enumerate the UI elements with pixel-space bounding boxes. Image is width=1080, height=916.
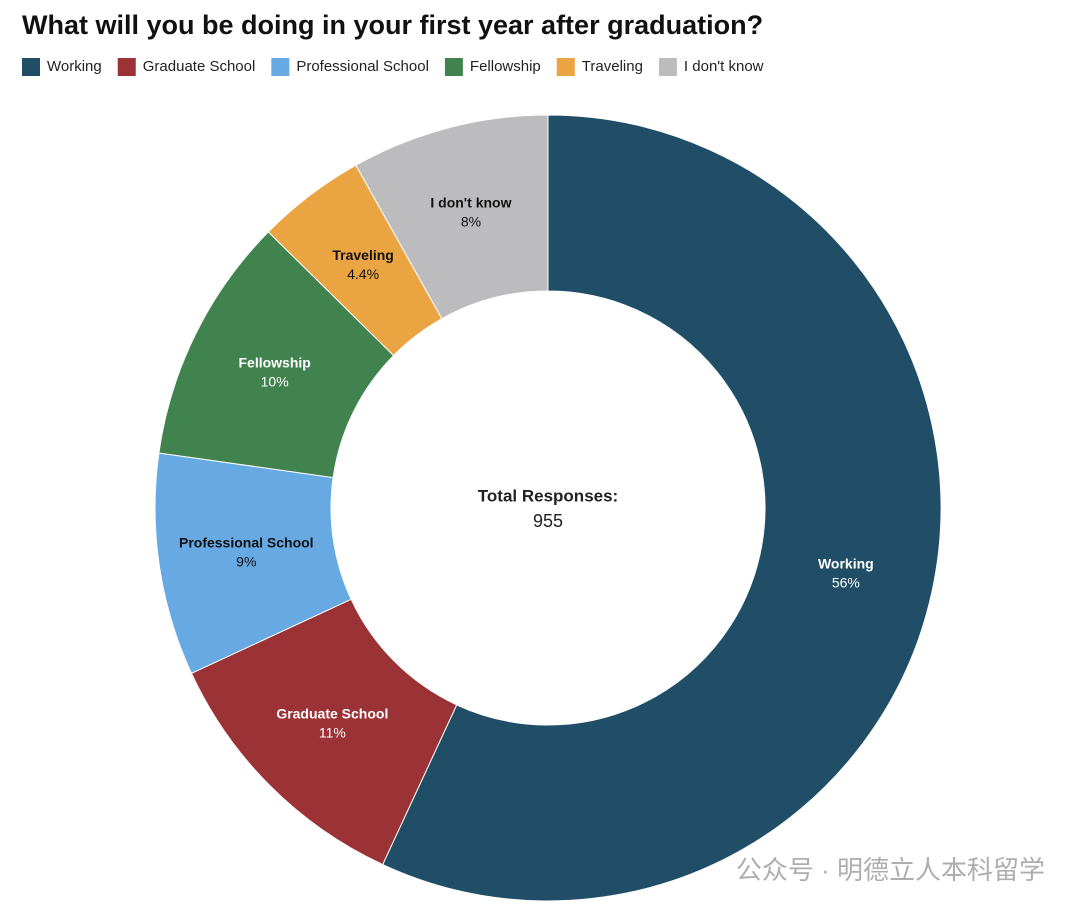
center-total: 955 — [533, 511, 563, 531]
legend-swatch — [22, 58, 40, 76]
slice-value: 9% — [236, 553, 256, 569]
legend-label: Working — [47, 58, 102, 75]
legend-label: I don't know — [684, 58, 764, 75]
chart-title: What will you be doing in your first yea… — [22, 10, 763, 40]
slice — [355, 114, 549, 320]
legend-swatch — [556, 58, 575, 76]
watermark: 公众号 · 明德立人本科留学 — [736, 855, 1045, 885]
slice-label: Traveling — [332, 247, 393, 263]
legend-swatch — [271, 58, 290, 76]
slice-value: 4.4% — [347, 266, 379, 282]
legend-label: Graduate School — [143, 58, 256, 75]
slice-value: 8% — [461, 214, 481, 230]
slice-label: Professional School — [179, 534, 314, 550]
slice-label: I don't know — [430, 195, 511, 211]
slice-label: Working — [818, 555, 874, 571]
slice-value: 10% — [261, 373, 289, 389]
legend-swatch — [117, 58, 136, 76]
slice — [382, 114, 942, 902]
center-label: Total Responses: — [478, 486, 618, 505]
slice-value: 11% — [319, 724, 346, 740]
slice-label: Fellowship — [238, 354, 310, 370]
legend-label: Traveling — [582, 58, 643, 75]
legend-label: Professional School — [296, 58, 429, 75]
legend-label: Fellowship — [470, 58, 541, 75]
slice-value: 56% — [832, 574, 860, 590]
slice-label: Graduate School — [276, 705, 388, 721]
legend-swatch — [444, 58, 463, 76]
legend-swatch — [658, 58, 677, 76]
